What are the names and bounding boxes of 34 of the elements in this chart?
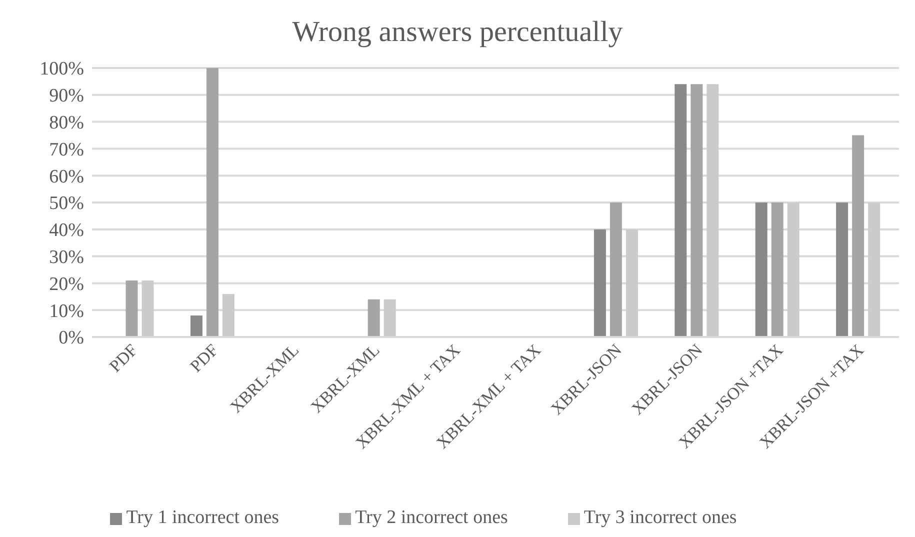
bar — [755, 202, 768, 337]
legend-label: Try 2 incorrect ones — [355, 507, 508, 528]
legend-label: Try 3 incorrect ones — [584, 507, 737, 528]
bar — [222, 294, 234, 337]
y-tick-label: 10% — [49, 300, 84, 322]
y-tick-label: 80% — [49, 112, 84, 134]
chart-title: Wrong answers percentually — [291, 15, 624, 50]
y-tick-label: 100% — [40, 58, 84, 80]
bar — [836, 202, 848, 337]
bar — [868, 202, 880, 337]
legend-label: Try 1 incorrect ones — [126, 507, 280, 528]
bar — [626, 229, 638, 337]
bar — [610, 202, 622, 337]
y-tick-label: 90% — [49, 86, 84, 107]
y-tick-label: 70% — [49, 139, 84, 160]
y-tick-label: 20% — [49, 274, 84, 295]
bar — [771, 202, 784, 337]
bar — [368, 299, 380, 337]
y-tick-label: 60% — [49, 166, 84, 188]
y-tick-label: 50% — [49, 193, 84, 214]
y-tick-label: 30% — [49, 247, 84, 268]
bar — [594, 229, 606, 337]
y-tick-label: 0% — [58, 328, 84, 349]
bar — [126, 280, 138, 337]
bar — [384, 299, 396, 337]
bar — [690, 84, 703, 337]
bar — [190, 315, 202, 337]
bar — [206, 68, 218, 337]
bar — [674, 84, 687, 337]
bar — [706, 84, 719, 337]
bar — [142, 280, 154, 337]
bar — [787, 202, 800, 337]
y-tick-label: 40% — [49, 220, 84, 242]
bar — [852, 135, 864, 337]
